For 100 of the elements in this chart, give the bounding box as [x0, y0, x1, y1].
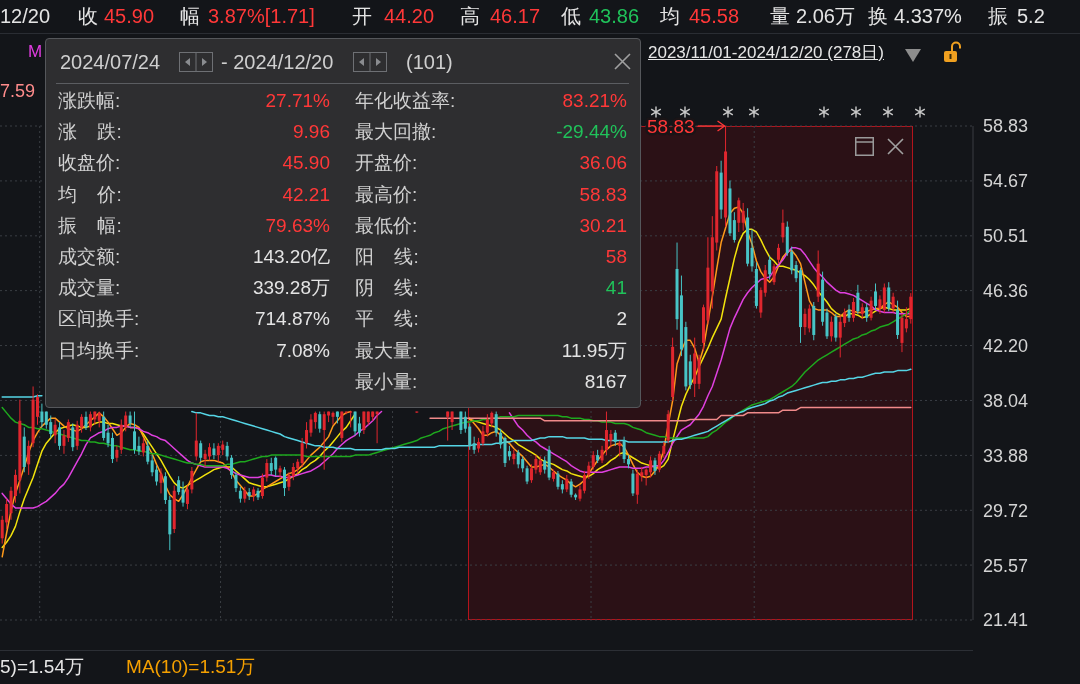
- annotation: 最低价:: [355, 213, 418, 238]
- candlestick: [865, 302, 869, 323]
- candlestick: [776, 243, 780, 265]
- text: 4.337%: [894, 4, 962, 29]
- candlestick: [529, 463, 533, 484]
- candlestick: [591, 450, 595, 471]
- annotation: 成交量:: [58, 276, 121, 301]
- candlestick: [874, 282, 878, 311]
- text: 5)=1.54万: [0, 656, 84, 677]
- candlestick: [772, 263, 776, 286]
- text: 涨跌幅:: [58, 89, 121, 113]
- text: 44.20: [384, 4, 435, 29]
- y-tick-label: 25.57: [983, 555, 1029, 576]
- text: 7.59: [0, 81, 36, 101]
- candlestick: [803, 308, 807, 336]
- candlestick: [525, 465, 529, 485]
- candlestick: [260, 473, 264, 500]
- y-tick-label: 42.20: [983, 336, 1029, 357]
- annotation: 143.20亿: [252, 245, 330, 269]
- annotation: 11.95万: [561, 338, 627, 363]
- candlestick: [851, 297, 855, 323]
- candlestick: [657, 450, 661, 473]
- annotation: 阳 线:: [355, 245, 419, 269]
- text: 年化收益率:: [355, 89, 456, 113]
- text: 开: [352, 4, 372, 29]
- candlestick: [115, 445, 119, 463]
- candlestick: [635, 469, 639, 505]
- candlestick: [582, 470, 586, 494]
- text: 5.2: [1017, 4, 1045, 29]
- text: 收: [78, 4, 98, 29]
- candlestick: [609, 429, 613, 448]
- text: 低: [561, 4, 581, 29]
- candlestick: [110, 432, 114, 464]
- text: 83.21%: [562, 89, 627, 113]
- candlestick: [604, 411, 608, 456]
- candlestick: [331, 411, 335, 426]
- candlestick: [763, 264, 767, 298]
- candlestick: [781, 209, 785, 244]
- candlestick: [141, 437, 145, 457]
- annotation: 最大回撤:: [355, 120, 437, 145]
- candlestick: [357, 416, 361, 438]
- annotation: 339.28万: [252, 276, 330, 301]
- candlestick: [472, 436, 476, 455]
- candlestick: [75, 420, 79, 451]
- text: 量: [770, 4, 790, 29]
- candlestick: [485, 413, 489, 438]
- candlestick: [759, 286, 763, 319]
- annotation: 30.21: [579, 213, 627, 238]
- y-tick-label: 50.51: [983, 226, 1029, 247]
- y-tick-label: 46.36: [983, 281, 1029, 302]
- candlestick: [499, 428, 503, 450]
- annotation: 日均换手:: [58, 338, 140, 363]
- text: 2024/07/24: [60, 50, 161, 74]
- candlestick: [847, 304, 851, 323]
- candlestick: [102, 411, 106, 442]
- annotation: 36.06: [579, 151, 627, 176]
- annotation: 42.21: [282, 182, 330, 207]
- candlestick: [838, 314, 842, 358]
- candlestick: [146, 440, 150, 465]
- candlestick: [556, 470, 560, 490]
- candlestick: [66, 418, 70, 443]
- annotation: 58.83: [579, 182, 627, 207]
- candlestick: [494, 411, 498, 438]
- candlestick: [203, 449, 207, 468]
- candlestick: [300, 437, 304, 468]
- candlestick: [225, 441, 229, 461]
- candlestick: [768, 255, 772, 281]
- text: MA(10)=1.51万: [126, 656, 256, 677]
- y-tick-label: 33.88: [983, 445, 1029, 466]
- candlestick: [230, 454, 234, 480]
- text: 高: [460, 4, 480, 29]
- annotation: 9.96: [293, 120, 330, 145]
- y-tick-label: 29.72: [983, 500, 1029, 521]
- candlestick: [190, 466, 194, 494]
- annotation: 均 价:: [58, 182, 122, 207]
- candlestick: [40, 403, 44, 428]
- text: 46.17: [490, 4, 541, 29]
- candlestick: [569, 478, 573, 498]
- candlestick: [891, 292, 895, 314]
- candlestick: [265, 458, 269, 483]
- candlestick: [737, 197, 741, 233]
- annotation: 2: [616, 307, 627, 332]
- candlestick: [887, 281, 891, 312]
- candlestick: [732, 211, 736, 244]
- annotation: 714.87%: [254, 307, 330, 332]
- annotation: 41: [605, 276, 627, 301]
- candlestick: [274, 455, 278, 477]
- candlestick: [909, 292, 913, 325]
- candlestick: [829, 316, 833, 343]
- candlestick: [199, 440, 203, 463]
- annotation: 开盘价:: [355, 151, 418, 176]
- candlestick: [904, 306, 908, 333]
- candlestick: [305, 421, 309, 450]
- candlestick: [481, 425, 485, 447]
- candlestick: [878, 294, 882, 315]
- text: 振: [988, 4, 1008, 29]
- candlestick: [194, 412, 198, 461]
- text: 3.87%[1.71]: [208, 4, 315, 29]
- candlestick: [133, 411, 137, 455]
- text: 换: [868, 4, 888, 29]
